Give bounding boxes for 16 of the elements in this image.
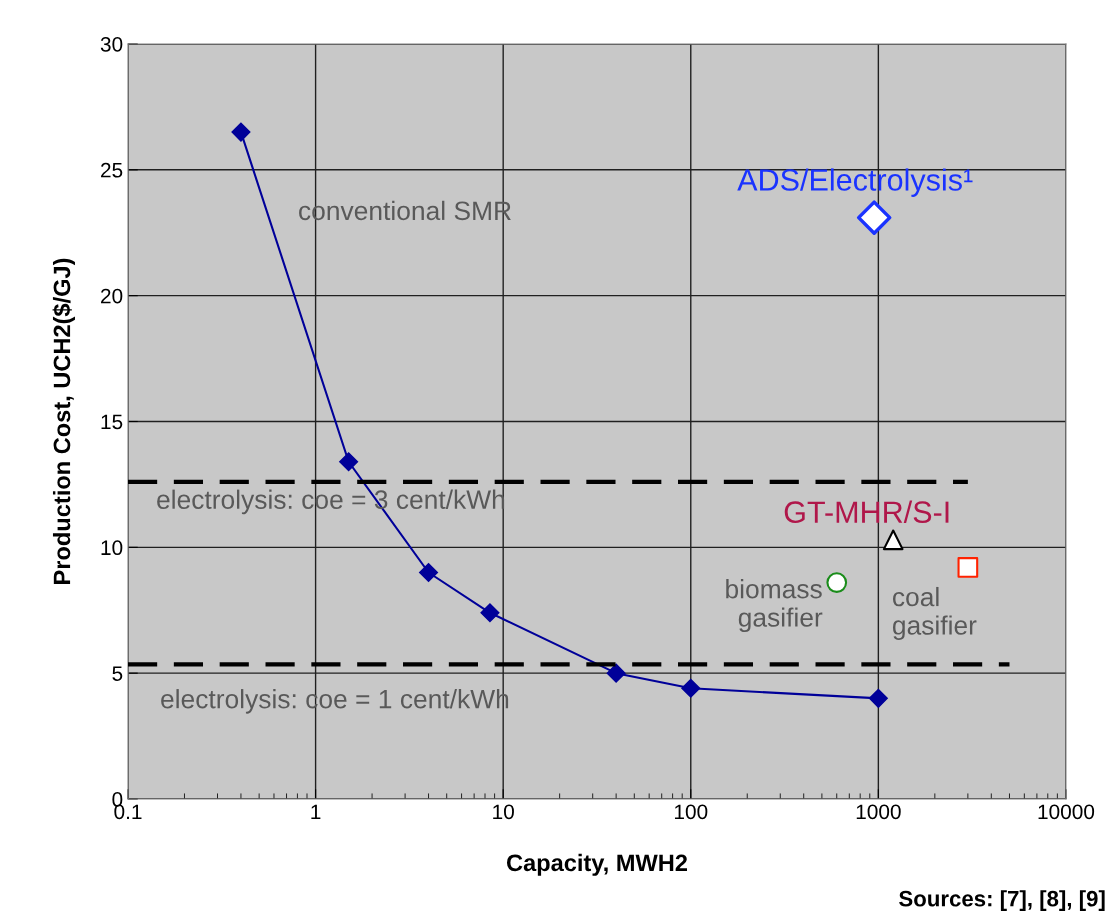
y-tick-label: 20 [101, 288, 123, 304]
x-tick-label: 10000 [1038, 804, 1095, 820]
y-tick-label: 10 [101, 540, 123, 556]
y-tick-label: 15 [101, 414, 123, 430]
series-label: biomass gasifier [726, 579, 823, 633]
x-tick-label: 10 [493, 804, 514, 820]
series-label: coal gasifier [892, 586, 977, 640]
y-axis-title: Production Cost, UCH2($/GJ) [52, 258, 75, 584]
x-tick-label: 100 [674, 804, 708, 820]
y-tick-label: 25 [101, 162, 123, 178]
source-note: Sources: [7], [8], [9] [899, 890, 1105, 911]
y-tick-label: 30 [100, 36, 123, 52]
x-tick-label: 1 [311, 804, 321, 819]
x-tick-label: 1000 [856, 804, 901, 820]
x-axis-title: Capacity, MWH2 [506, 853, 688, 876]
y-tick-label: 5 [112, 666, 123, 681]
